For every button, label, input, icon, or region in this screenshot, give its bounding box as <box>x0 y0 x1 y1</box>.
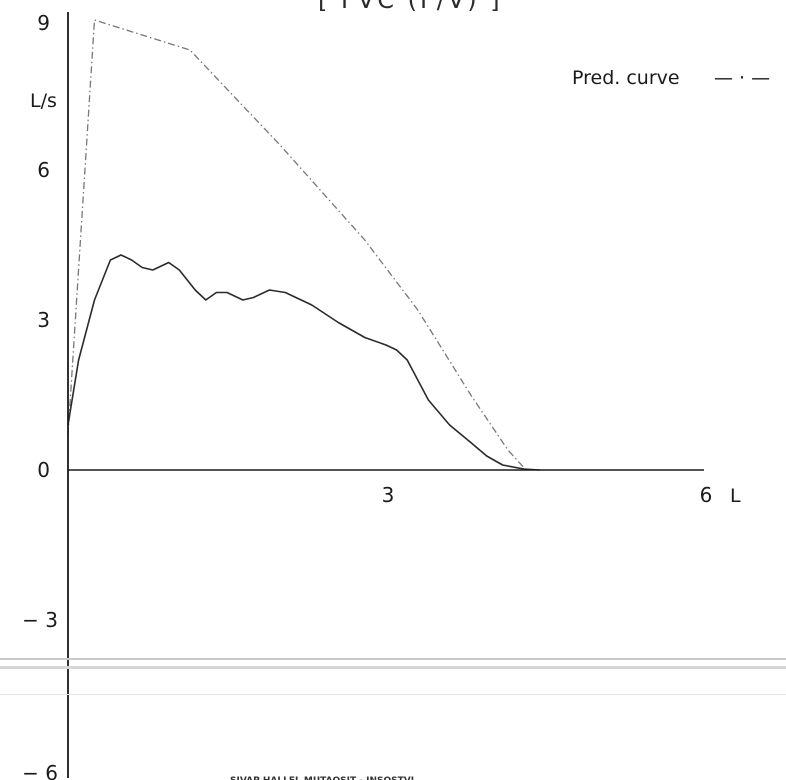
separator-line-top <box>0 658 786 660</box>
y-axis-label: L/s <box>30 90 57 112</box>
text-layer: 9 6 3 0 − 3 − 6 3 6 L/s L [ FVC (F/V) ] SIVAP HALLE… <box>22 0 741 780</box>
series-layer <box>67 19 540 471</box>
separator-line-middle <box>0 666 786 669</box>
measured-curve-line <box>67 254 540 471</box>
chart-title: [ FVC (F/V) ] <box>318 0 503 14</box>
x-axis-label: L <box>730 485 741 507</box>
y-tick-label: 0 <box>37 458 50 482</box>
footer-text: SIVAP HALLEL MUTAOSIT - INSOSTVI <box>230 776 414 780</box>
y-tick-label: − 3 <box>22 608 58 632</box>
y-tick-label: − 6 <box>22 761 58 780</box>
legend-label: Pred. curve <box>572 67 680 89</box>
legend-symbol: — · — <box>714 67 770 89</box>
separator-line-bottom <box>0 694 786 695</box>
y-tick-label: 9 <box>37 11 50 35</box>
y-tick-label: 6 <box>37 158 50 182</box>
pred-curve-line <box>67 19 525 468</box>
x-tick-label: 6 <box>700 483 713 507</box>
legend: Pred. curve — · — <box>572 67 770 89</box>
x-tick-label: 3 <box>382 483 395 507</box>
axes-layer <box>67 12 704 778</box>
y-tick-label: 3 <box>37 308 50 332</box>
